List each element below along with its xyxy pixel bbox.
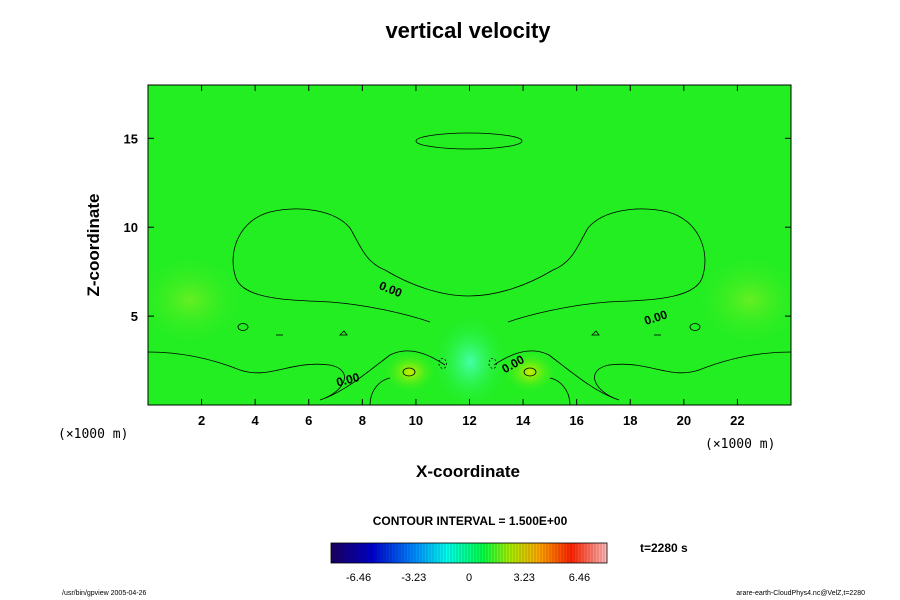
heatmap-shading <box>148 250 791 405</box>
updraft-blob-right <box>502 350 558 394</box>
x-tick-label: 18 <box>623 413 637 428</box>
x-tick-label: 2 <box>198 413 205 428</box>
contour-lower-left <box>148 350 446 401</box>
chart-title: vertical velocity <box>385 18 551 43</box>
x-tick-label: 22 <box>730 413 744 428</box>
x-tick-label: 6 <box>305 413 312 428</box>
colorbar-tick-label: 3.23 <box>514 572 535 584</box>
y-tick-label: 15 <box>124 131 138 146</box>
contour-small-1 <box>237 323 249 331</box>
x-tick-label: 12 <box>462 413 476 428</box>
colorbar: -6.46 -3.23 0 3.23 6.46 <box>330 542 608 584</box>
contour-small-6 <box>591 330 600 336</box>
contour-small-4 <box>523 367 537 377</box>
contour-small-5 <box>339 330 348 336</box>
x-tick-label: 10 <box>409 413 423 428</box>
plot-area: 0.000.000.000.00 <box>147 84 792 406</box>
colorbar-stripes <box>333 543 605 563</box>
contour-label: 0.00 <box>643 307 670 328</box>
footer-right: arare-earth-CloudPhys4.nc@VelZ,t=2280 <box>736 590 865 597</box>
y-unit-label: (×1000 m) <box>58 427 128 442</box>
x-tick-label: 20 <box>677 413 691 428</box>
x-unit-label: (×1000 m) <box>705 437 775 452</box>
contour-dashed-2 <box>488 358 497 369</box>
x-tick-label: 16 <box>569 413 583 428</box>
contour-dashed-1 <box>438 358 447 369</box>
contour-small-3 <box>402 367 416 377</box>
colorbar-tick-label: 6.46 <box>569 572 590 584</box>
x-axis-label: X-coordinate <box>416 462 520 481</box>
footer-left: /usr/bin/gpview 2005-04-26 <box>62 590 147 597</box>
contour-label: 0.00 <box>335 370 361 390</box>
colorbar-tick-label: -3.23 <box>401 572 426 584</box>
updraft-blob-far-left <box>148 250 250 350</box>
colorbar-tick-label: -6.46 <box>346 572 371 584</box>
x-axis: 2 4 6 8 10 12 14 16 18 20 22 <box>198 85 745 428</box>
contour-interval-text: CONTOUR INTERVAL = 1.500E+00 <box>373 514 568 528</box>
downdraft-blob-center <box>430 312 510 405</box>
y-axis: 5 10 15 <box>124 131 791 324</box>
contour-top-ellipse <box>415 132 523 150</box>
colorbar-gradient <box>330 542 608 564</box>
contour-lines <box>148 132 791 405</box>
contour-main-right <box>468 208 706 323</box>
y-tick-label: 10 <box>124 220 138 235</box>
contour-base-right <box>549 377 571 405</box>
updraft-blob-far-right <box>690 250 791 350</box>
updraft-blob-left <box>382 350 438 394</box>
y-axis-label: Z-coordinate <box>84 194 103 297</box>
y-tick-label: 5 <box>131 309 138 324</box>
colorbar-tick-label: 0 <box>466 572 472 584</box>
x-tick-label: 14 <box>516 413 531 428</box>
contour-base-left <box>369 377 391 405</box>
x-tick-label: 4 <box>252 413 260 428</box>
time-label: t=2280 s <box>640 541 688 555</box>
x-tick-label: 8 <box>359 413 366 428</box>
contour-main-left <box>232 208 470 323</box>
contour-lower-right <box>493 350 791 401</box>
contour-small-2 <box>689 323 701 331</box>
